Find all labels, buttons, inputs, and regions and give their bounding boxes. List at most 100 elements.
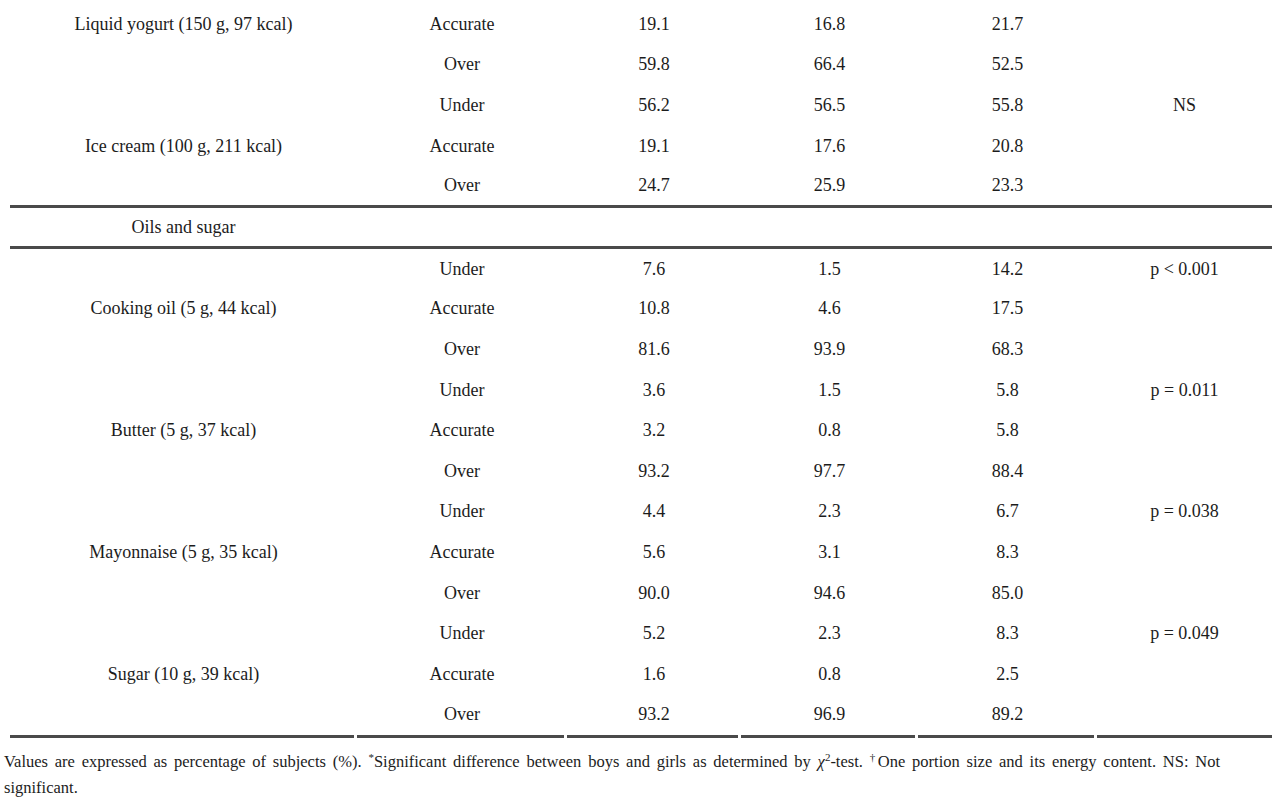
food-cell: Butter (5 g, 37 kcal) xyxy=(10,410,357,451)
girls-value-cell: 6.7 xyxy=(918,492,1097,533)
significance-cell xyxy=(1097,329,1272,370)
section-header-row: Oils and sugar xyxy=(10,207,1272,248)
table-bottom-rule xyxy=(10,735,1272,738)
boys-value-cell: 3.1 xyxy=(741,532,918,573)
total-value-cell: 4.4 xyxy=(567,492,741,533)
food-cell xyxy=(10,370,357,411)
girls-value-cell: 21.7 xyxy=(918,4,1097,45)
girls-value-cell: 20.8 xyxy=(918,126,1097,167)
total-value-cell: 59.8 xyxy=(567,45,741,86)
boys-value-cell: 2.3 xyxy=(741,492,918,533)
accuracy-cell: Over xyxy=(357,45,567,86)
food-cell xyxy=(10,695,357,736)
food-cell xyxy=(10,166,357,207)
table-footnote: Values are expressed as percentage of su… xyxy=(4,749,1220,801)
table-row: Over 59.8 66.4 52.5 xyxy=(10,45,1272,86)
significance-cell xyxy=(1097,573,1272,614)
total-value-cell: 5.2 xyxy=(567,613,741,654)
footnote-text: Values are expressed as percentage of su… xyxy=(4,752,368,771)
table-row: Under 7.6 1.5 14.2 p < 0.001 xyxy=(10,248,1272,289)
food-cell xyxy=(10,573,357,614)
significance-cell xyxy=(1097,166,1272,207)
significance-cell xyxy=(1097,410,1272,451)
girls-value-cell: 2.5 xyxy=(918,654,1097,695)
significance-cell: p < 0.001 xyxy=(1097,248,1272,289)
total-value-cell: 81.6 xyxy=(567,329,741,370)
boys-value-cell: 94.6 xyxy=(741,573,918,614)
total-value-cell: 5.6 xyxy=(567,532,741,573)
table-row: Cooking oil (5 g, 44 kcal) Accurate 10.8… xyxy=(10,289,1272,330)
girls-value-cell: 8.3 xyxy=(918,532,1097,573)
accuracy-cell: Accurate xyxy=(357,410,567,451)
accuracy-cell: Under xyxy=(357,613,567,654)
table-body-bottom: Under 7.6 1.5 14.2 p < 0.001 Cooking oil… xyxy=(10,248,1272,735)
rule-segment xyxy=(1097,735,1272,738)
paper-table-page: Liquid yogurt (150 g, 97 kcal) Accurate … xyxy=(0,4,1282,805)
accuracy-cell: Under xyxy=(357,370,567,411)
significance-cell: p = 0.038 xyxy=(1097,492,1272,533)
total-value-cell: 93.2 xyxy=(567,451,741,492)
significance-cell xyxy=(1097,451,1272,492)
accuracy-cell: Accurate xyxy=(357,4,567,45)
boys-value-cell: 1.5 xyxy=(741,248,918,289)
accuracy-cell: Under xyxy=(357,492,567,533)
boys-value-cell: 25.9 xyxy=(741,166,918,207)
rule-segment xyxy=(357,735,564,738)
significance-cell: NS xyxy=(1097,85,1272,126)
boys-value-cell: 16.8 xyxy=(741,4,918,45)
girls-value-cell: 23.3 xyxy=(918,166,1097,207)
significance-cell xyxy=(1097,289,1272,330)
accuracy-cell: Over xyxy=(357,166,567,207)
total-value-cell: 7.6 xyxy=(567,248,741,289)
boys-value-cell: 93.9 xyxy=(741,329,918,370)
total-value-cell: 3.2 xyxy=(567,410,741,451)
total-value-cell: 90.0 xyxy=(567,573,741,614)
girls-value-cell: 89.2 xyxy=(918,695,1097,736)
food-cell: Cooking oil (5 g, 44 kcal) xyxy=(10,289,357,330)
girls-value-cell: 52.5 xyxy=(918,45,1097,86)
table-row: Over 93.2 97.7 88.4 xyxy=(10,451,1272,492)
boys-value-cell: 2.3 xyxy=(741,613,918,654)
boys-value-cell: 0.8 xyxy=(741,410,918,451)
food-cell: Sugar (10 g, 39 kcal) xyxy=(10,654,357,695)
footnote-text: Significant difference between boys and … xyxy=(374,752,818,771)
table-row: Mayonnaise (5 g, 35 kcal) Accurate 5.6 3… xyxy=(10,532,1272,573)
portion-estimation-table: Liquid yogurt (150 g, 97 kcal) Accurate … xyxy=(10,4,1272,735)
accuracy-cell: Accurate xyxy=(357,532,567,573)
girls-value-cell: 8.3 xyxy=(918,613,1097,654)
table-body-top: Liquid yogurt (150 g, 97 kcal) Accurate … xyxy=(10,4,1272,207)
table-row: Ice cream (100 g, 211 kcal) Accurate 19.… xyxy=(10,126,1272,167)
table-row: Over 81.6 93.9 68.3 xyxy=(10,329,1272,370)
food-cell xyxy=(10,329,357,370)
table-row: Over 24.7 25.9 23.3 xyxy=(10,166,1272,207)
accuracy-cell: Over xyxy=(357,573,567,614)
dagger-superscript: † xyxy=(870,751,878,763)
food-cell xyxy=(10,85,357,126)
table-row: Over 93.2 96.9 89.2 xyxy=(10,695,1272,736)
rule-segment xyxy=(10,735,354,738)
table-row: Liquid yogurt (150 g, 97 kcal) Accurate … xyxy=(10,4,1272,45)
significance-cell xyxy=(1097,4,1272,45)
significance-cell: p = 0.011 xyxy=(1097,370,1272,411)
boys-value-cell: 4.6 xyxy=(741,289,918,330)
boys-value-cell: 0.8 xyxy=(741,654,918,695)
significance-cell xyxy=(1097,532,1272,573)
chi-symbol: χ xyxy=(818,752,825,771)
significance-cell xyxy=(1097,126,1272,167)
accuracy-cell: Under xyxy=(357,85,567,126)
significance-cell xyxy=(1097,695,1272,736)
footnote-text: -test. xyxy=(830,752,869,771)
total-value-cell: 19.1 xyxy=(567,126,741,167)
accuracy-cell: Over xyxy=(357,329,567,370)
food-cell: Ice cream (100 g, 211 kcal) xyxy=(10,126,357,167)
food-cell: Liquid yogurt (150 g, 97 kcal) xyxy=(10,4,357,45)
rule-segment xyxy=(918,735,1094,738)
accuracy-cell: Accurate xyxy=(357,126,567,167)
accuracy-cell: Over xyxy=(357,451,567,492)
total-value-cell: 3.6 xyxy=(567,370,741,411)
boys-value-cell: 17.6 xyxy=(741,126,918,167)
total-value-cell: 19.1 xyxy=(567,4,741,45)
section-header-cell: Oils and sugar xyxy=(10,207,1272,248)
girls-value-cell: 5.8 xyxy=(918,410,1097,451)
food-cell xyxy=(10,451,357,492)
